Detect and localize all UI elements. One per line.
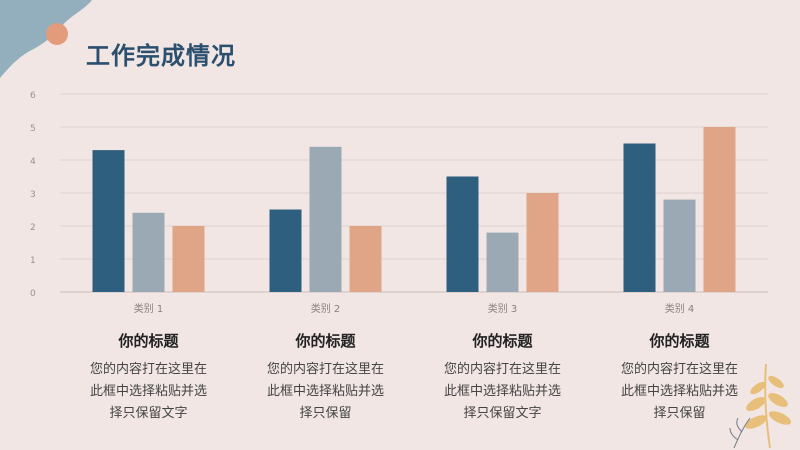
caption-title: 你的标题	[295, 332, 356, 350]
caption-block: 你的标题您的内容打在这里在 此框中选择粘贴并选 择只保留文字	[428, 330, 578, 425]
caption-description: 您的内容打在这里在 此框中选择粘贴并选 择只保留	[251, 359, 401, 425]
bar	[349, 226, 382, 292]
bar	[132, 212, 165, 292]
bar	[526, 193, 559, 292]
caption-line: 您的内容打在这里在	[443, 362, 561, 377]
y-tick-label: 5	[30, 124, 36, 134]
bar	[623, 143, 656, 292]
y-tick-label: 0	[30, 289, 36, 299]
y-tick-label: 3	[30, 190, 36, 200]
caption-line: 您的内容打在这里在	[266, 362, 384, 377]
caption-title: 你的标题	[649, 332, 710, 350]
caption-line: 此框中选择粘贴并选	[266, 384, 384, 399]
x-tick-label: 类别 4	[665, 302, 695, 315]
caption-line: 择只保留文字	[463, 406, 542, 421]
bar	[172, 226, 205, 292]
bar	[309, 146, 342, 292]
caption-description: 您的内容打在这里在 此框中选择粘贴并选 择只保留文字	[428, 359, 578, 425]
caption-block: 你的标题您的内容打在这里在 此框中选择粘贴并选 择只保留	[251, 330, 401, 425]
caption-title: 你的标题	[472, 332, 533, 350]
bar	[446, 176, 479, 292]
x-tick-label: 类别 2	[311, 302, 341, 315]
leaf-decoration	[729, 363, 792, 449]
caption-line: 此框中选择粘贴并选	[443, 384, 561, 399]
caption-line: 您的内容打在这里在	[89, 362, 207, 377]
y-tick-label: 4	[30, 157, 36, 167]
x-tick-label: 类别 1	[134, 302, 164, 315]
caption-line: 择只保留文字	[109, 406, 188, 421]
caption-description: 您的内容打在这里在 此框中选择粘贴并选 择只保留文字	[74, 359, 224, 425]
y-tick-label: 2	[30, 223, 36, 233]
caption-block: 你的标题您的内容打在这里在 此框中选择粘贴并选 择只保留	[605, 330, 755, 425]
bar	[269, 209, 302, 292]
page-title: 工作完成情况	[86, 42, 236, 70]
bar	[486, 232, 519, 292]
caption-line: 此框中选择粘贴并选	[620, 384, 738, 399]
caption-block: 你的标题您的内容打在这里在 此框中选择粘贴并选 择只保留文字	[74, 330, 224, 425]
corner-decoration	[0, 0, 92, 78]
y-tick-label: 1	[30, 256, 36, 266]
caption-line: 您的内容打在这里在	[620, 362, 738, 377]
y-tick-label: 6	[30, 91, 36, 101]
corner-dot	[46, 23, 68, 45]
caption-description: 您的内容打在这里在 此框中选择粘贴并选 择只保留	[605, 359, 755, 425]
bar	[92, 150, 125, 292]
caption-line: 此框中选择粘贴并选	[89, 384, 207, 399]
bar	[703, 127, 736, 292]
caption-line: 择只保留	[299, 406, 352, 421]
bar	[663, 199, 696, 292]
caption-line: 择只保留	[653, 406, 706, 421]
caption-title: 你的标题	[118, 332, 179, 350]
corner-blob-shape	[0, 0, 92, 78]
x-tick-label: 类别 3	[488, 302, 518, 315]
